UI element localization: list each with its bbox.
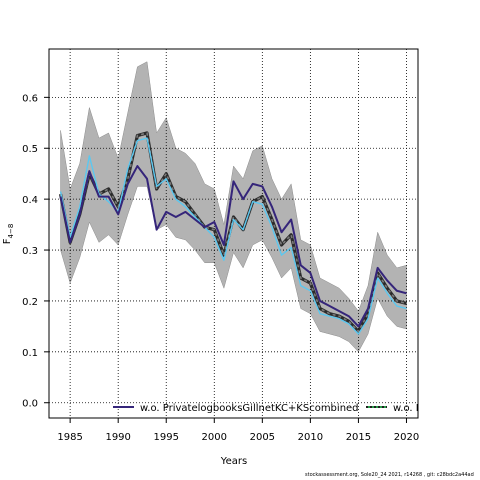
series-layer	[58, 131, 407, 335]
legend-entry-2: w.o. F	[366, 403, 422, 414]
x-axis-title: Years	[220, 456, 247, 467]
y-axis-title: F4−8	[2, 224, 15, 245]
x-axis: 1985 1990 1995 2000 2005 2010 2015 2020	[57, 418, 419, 443]
x-tick-label: 2015	[346, 432, 371, 443]
x-tick-label: 1985	[57, 432, 82, 443]
y-tick-label: 0.4	[22, 195, 38, 206]
y-tick-label: 0.1	[22, 348, 38, 359]
y-axis-title-subscript: 4−8	[7, 224, 15, 239]
x-tick-label: 2000	[202, 432, 227, 443]
legend-label-1: w.o. PrivatelogbooksGillnetKC+KScombined	[140, 403, 359, 414]
x-tick-label: 2010	[298, 432, 323, 443]
x-tick-label: 1990	[105, 432, 130, 443]
y-tick-label: 0.5	[22, 144, 38, 155]
y-axis: 0.0 0.1 0.2 0.3 0.4 0.5 0.6	[22, 93, 49, 410]
footer-note: stockassessment.org, Sole20_24 2021, r14…	[305, 472, 474, 478]
x-tick-label: 2005	[250, 432, 275, 443]
legend-label-2: w.o. F	[393, 403, 422, 414]
x-tick-label: 1995	[154, 432, 179, 443]
legend-entry-1: w.o. PrivatelogbooksGillnetKC+KScombined	[113, 403, 359, 414]
series-line-4	[59, 165, 407, 328]
legend: w.o. PrivatelogbooksGillnetKC+KScombined…	[113, 403, 422, 414]
plot-frame	[48, 48, 419, 419]
y-axis-title-main: F	[2, 238, 13, 244]
series-line-2	[59, 132, 407, 333]
x-tick-label: 2020	[394, 432, 419, 443]
y-tick-label: 0.3	[22, 246, 38, 257]
y-tick-label: 0.2	[22, 297, 38, 308]
y-tick-label: 0.6	[22, 93, 38, 104]
y-tick-label: 0.0	[22, 399, 38, 410]
